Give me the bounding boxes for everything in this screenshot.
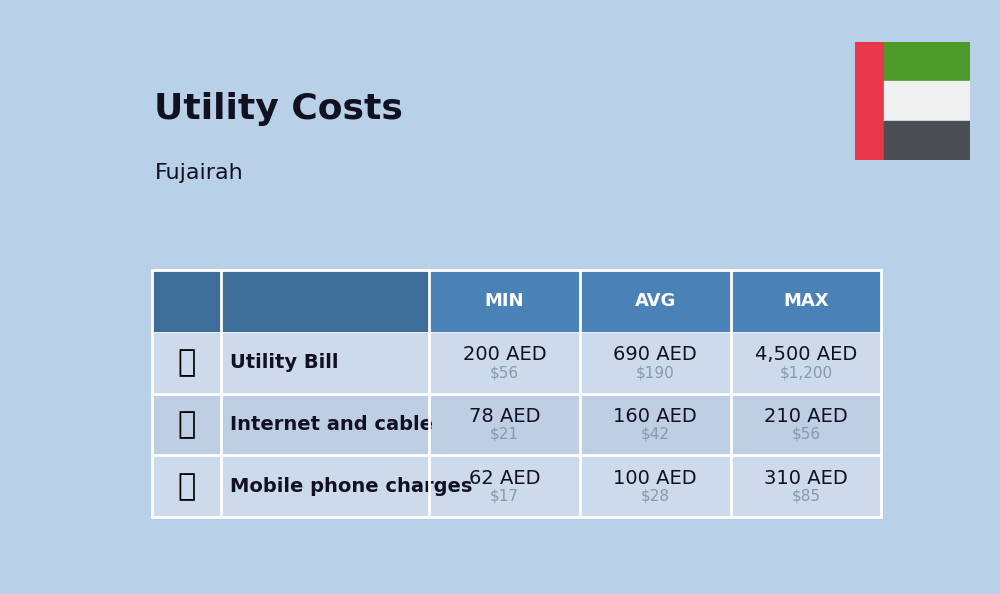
Text: 78 AED: 78 AED [469,407,540,426]
Text: $28: $28 [641,489,670,504]
Text: 📱: 📱 [178,472,196,501]
FancyBboxPatch shape [152,456,881,517]
Text: 62 AED: 62 AED [469,469,540,488]
Text: 📡: 📡 [178,410,196,439]
Text: 4,500 AED: 4,500 AED [755,345,857,364]
Text: $17: $17 [490,489,519,504]
Text: MIN: MIN [485,292,524,310]
Text: 200 AED: 200 AED [463,345,546,364]
Text: AVG: AVG [634,292,676,310]
Text: 310 AED: 310 AED [764,469,848,488]
Text: $1,200: $1,200 [779,365,833,380]
Text: Fujairah: Fujairah [154,163,243,183]
Bar [884,42,970,81]
Text: 210 AED: 210 AED [764,407,848,426]
Text: $56: $56 [791,427,821,442]
Text: 160 AED: 160 AED [613,407,697,426]
FancyBboxPatch shape [152,332,881,394]
Text: $56: $56 [490,365,519,380]
FancyBboxPatch shape [429,270,881,332]
Text: Internet and cable: Internet and cable [230,415,433,434]
Text: MAX: MAX [783,292,829,310]
FancyBboxPatch shape [152,394,881,456]
Text: 690 AED: 690 AED [613,345,697,364]
Text: $190: $190 [636,365,675,380]
Text: Utility Costs: Utility Costs [154,92,403,126]
FancyBboxPatch shape [152,270,429,332]
Text: 🔌: 🔌 [178,348,196,377]
Text: 100 AED: 100 AED [613,469,697,488]
Text: $21: $21 [490,427,519,442]
Bar [884,121,970,160]
Text: Mobile phone charges: Mobile phone charges [230,477,472,496]
Bar [884,81,970,121]
Bar [855,42,884,160]
Text: Utility Bill: Utility Bill [230,353,339,372]
Text: $42: $42 [641,427,670,442]
Text: $85: $85 [791,489,820,504]
